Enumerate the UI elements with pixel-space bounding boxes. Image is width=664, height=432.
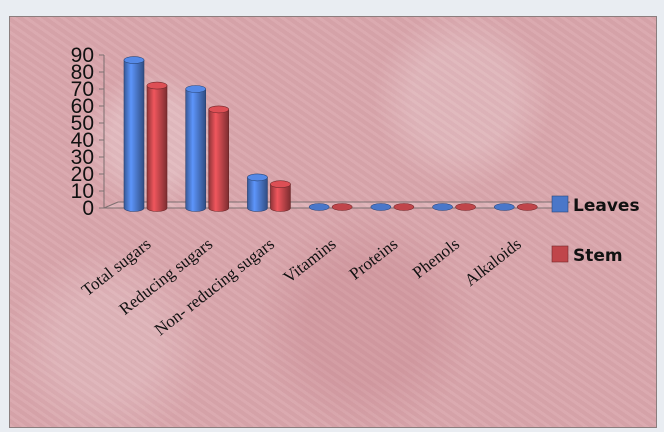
bar-top-stem-2 [270, 180, 291, 188]
bar-top-leaves-2 [247, 173, 268, 182]
x-tick-label: Alkaloids [461, 234, 525, 290]
bar-stem-5 [455, 203, 476, 211]
y-tick-label: 20 [71, 163, 94, 186]
x-tick-label: Phenols [409, 234, 463, 282]
y-tick-label: 70 [71, 78, 94, 101]
y-tick-label: 0 [82, 197, 94, 220]
bar-leaves-1 [185, 88, 207, 212]
bar-stem-6 [516, 203, 538, 211]
bar-leaves-2 [247, 177, 268, 212]
bar-stem-4 [393, 203, 415, 211]
bar-top-stem-0 [146, 81, 168, 90]
y-tick-label: 50 [71, 112, 94, 135]
bar-top-leaves-0 [123, 56, 145, 64]
legend-label-stem: Stem [573, 246, 623, 266]
bar-leaves-0 [123, 59, 145, 212]
chart-panel [9, 16, 657, 428]
bar-top-stem-1 [208, 105, 230, 114]
y-tick-label: 10 [71, 180, 94, 203]
x-tick-label: Vitamins [280, 234, 340, 287]
bar-leaves-6 [493, 203, 515, 211]
y-tick-label: 40 [71, 129, 94, 152]
x-tick-label: Proteins [346, 234, 402, 283]
legend-label-leaves: Leaves [573, 196, 640, 216]
bar-stem-2 [270, 183, 291, 212]
bar-leaves-4 [370, 203, 392, 211]
y-tick-label: 80 [71, 61, 94, 84]
bar-stem-3 [331, 203, 353, 211]
bar-top-leaves-1 [185, 85, 207, 93]
bar-leaves-5 [432, 203, 453, 211]
bar-stem-1 [208, 109, 230, 212]
legend-swatch-leaves [551, 195, 569, 213]
legend-swatch-stem [551, 245, 569, 263]
y-tick-label: 90 [71, 44, 94, 67]
bar-leaves-3 [308, 203, 330, 211]
y-tick-label: 60 [71, 95, 94, 118]
y-tick-label: 30 [71, 146, 94, 169]
bar-stem-0 [146, 85, 168, 212]
